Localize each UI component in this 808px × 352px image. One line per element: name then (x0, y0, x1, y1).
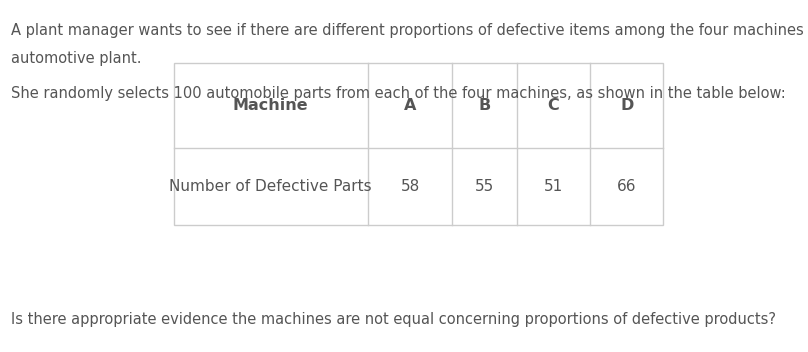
Text: 51: 51 (544, 179, 563, 194)
Text: D: D (621, 98, 633, 113)
Text: automotive plant.: automotive plant. (11, 51, 141, 66)
Text: B: B (478, 98, 491, 113)
Text: Is there appropriate evidence the machines are not equal concerning proportions : Is there appropriate evidence the machin… (11, 312, 776, 327)
Text: A: A (404, 98, 417, 113)
Text: C: C (548, 98, 559, 113)
Text: A plant manager wants to see if there are different proportions of defective ite: A plant manager wants to see if there ar… (11, 23, 808, 38)
Text: Number of Defective Parts: Number of Defective Parts (170, 179, 372, 194)
Text: 58: 58 (401, 179, 420, 194)
Text: She randomly selects 100 automobile parts from each of the four machines, as sho: She randomly selects 100 automobile part… (11, 86, 785, 101)
Text: Machine: Machine (233, 98, 309, 113)
Text: 66: 66 (617, 179, 637, 194)
Text: 55: 55 (475, 179, 494, 194)
